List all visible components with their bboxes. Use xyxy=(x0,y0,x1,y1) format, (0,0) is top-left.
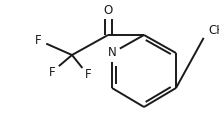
Text: CH₃: CH₃ xyxy=(208,24,219,36)
Text: F: F xyxy=(35,34,41,47)
Text: F: F xyxy=(49,65,55,78)
Text: F: F xyxy=(85,68,91,82)
Text: N: N xyxy=(108,47,116,59)
Text: O: O xyxy=(103,3,113,16)
